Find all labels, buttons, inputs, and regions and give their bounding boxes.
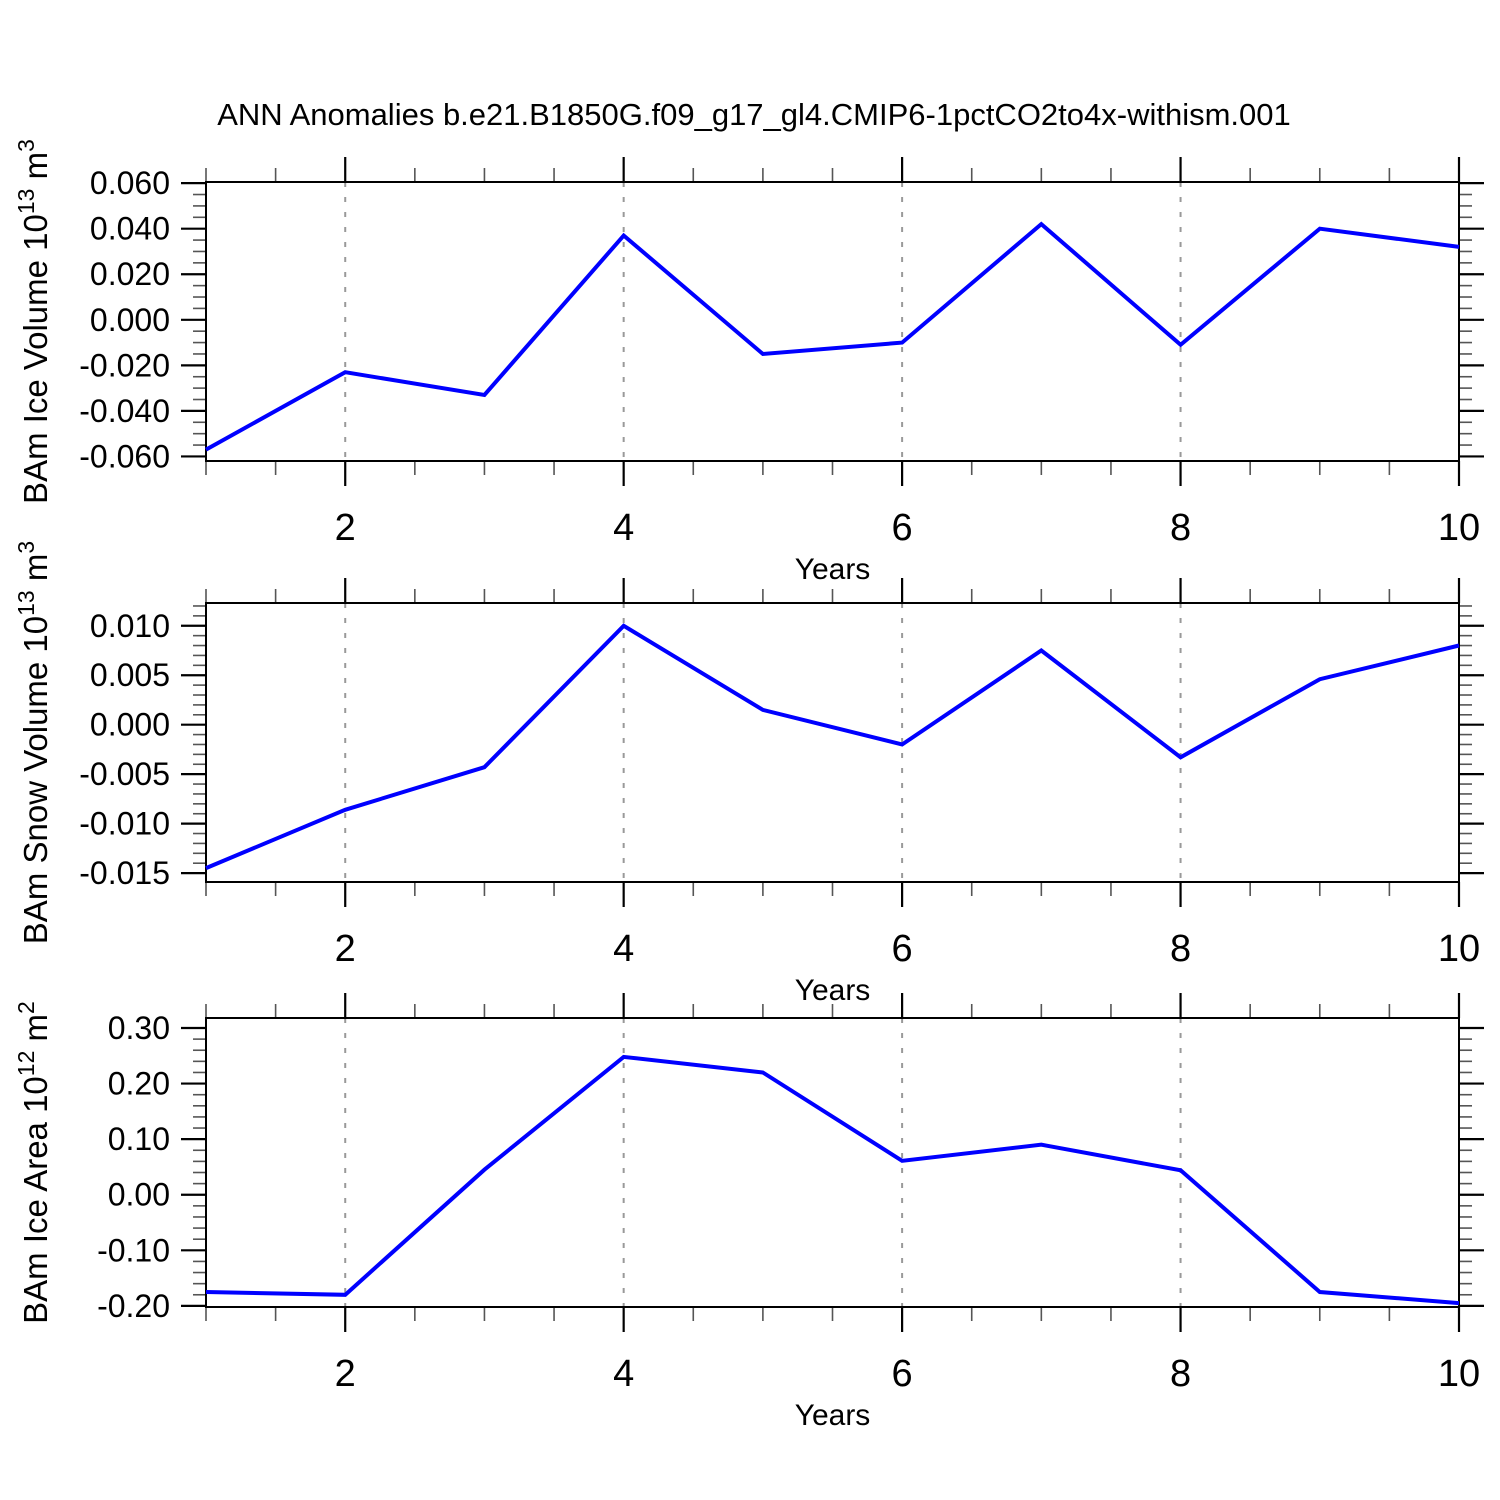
y-tick-label: 0.20 [108,1066,170,1102]
y-tick-label: -0.020 [79,347,170,383]
y-tick-label: -0.060 [79,438,170,474]
y-tick-label: 0.000 [90,302,170,338]
y-tick-label: -0.10 [97,1232,170,1268]
chart-title: ANN Anomalies b.e21.B1850G.f09_g17_gl4.C… [217,97,1291,132]
x-tick-label: 2 [335,928,356,970]
x-tick-label: 6 [892,507,913,549]
y-axis-title: BAm Snow Volume 1013 m3 [13,541,54,944]
x-tick-label: 8 [1170,928,1191,970]
y-tick-label: 0.020 [90,256,170,292]
x-tick-label: 6 [892,928,913,970]
y-tick-label: -0.010 [79,806,170,842]
x-tick-label: 2 [335,1353,356,1395]
y-tick-label: -0.20 [97,1288,170,1324]
y-tick-label: 0.000 [90,707,170,743]
series-line [205,221,1460,452]
x-axis-title: Years [795,1399,871,1432]
x-tick-label: 4 [613,507,634,549]
series-line [205,1054,1460,1306]
x-tick-label: 10 [1438,507,1480,549]
y-tick-label: 0.30 [108,1010,170,1046]
panel-3: 0.30 0.20 0.10 0.00 -0.10 -0.20 2 4 6 8 10 Years BAm… [13,993,1484,1432]
x-tick-label: 4 [613,1353,634,1395]
y-axis-title: BAm Ice Area 1012 m2 [13,1001,54,1324]
y-axis-title: BAm Ice Volume 1013 m3 [13,139,54,504]
panel-frame [205,602,1460,883]
y-tick-label: 0.005 [90,657,170,693]
x-axis-title: Years [795,553,871,586]
x-tick-label: 10 [1438,928,1480,970]
x-axis-title: Years [795,974,871,1007]
x-tick-label: 10 [1438,1353,1480,1395]
panel-1: 0.060 0.040 0.020 0.000 -0.020 -0.040 -0.060 2 4… [13,139,1484,586]
x-tick-label: 8 [1170,1353,1191,1395]
x-tick-label: 6 [892,1353,913,1395]
y-tick-label: 0.040 [90,211,170,247]
y-tick-label: 0.010 [90,608,170,644]
panel-2: 0.010 0.005 0.000 -0.005 -0.010 -0.015 2 4 6 8 10 Y… [13,541,1484,1007]
y-tick-label: 0.060 [90,165,170,201]
y-tick-label: 0.00 [108,1177,170,1213]
series-line [205,623,1460,870]
panel-frame [205,181,1460,462]
x-tick-label: 8 [1170,507,1191,549]
x-tick-label: 4 [613,928,634,970]
y-tick-label: -0.015 [79,855,170,891]
y-tick-label: 0.10 [108,1121,170,1157]
y-tick-label: -0.005 [79,756,170,792]
y-tick-label: -0.040 [79,393,170,429]
panel-frame [205,1017,1460,1308]
x-tick-label: 2 [335,507,356,549]
